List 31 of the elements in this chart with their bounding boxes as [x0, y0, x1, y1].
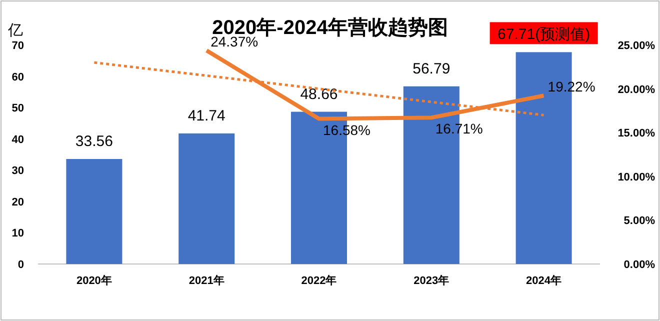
data-label: 56.79 — [412, 60, 450, 78]
y-axis-title: 亿 — [7, 22, 23, 39]
x-tick-label: 2022年 — [301, 274, 337, 287]
data-label: 33.56 — [75, 133, 113, 150]
bar — [178, 133, 235, 264]
x-tick-label: 2023年 — [414, 274, 450, 287]
y2-tick-label: 5.00% — [624, 215, 656, 228]
y-tick-label: 10 — [12, 228, 24, 240]
y2-tick-label: 25.00% — [618, 40, 656, 52]
data-label: 16.71% — [435, 120, 483, 137]
y-tick-label: 40 — [12, 134, 24, 146]
y-tick-label: 50 — [12, 102, 24, 115]
y2-tick-label: 20.00% — [618, 84, 656, 96]
y-tick-label: 70 — [12, 40, 24, 52]
y-tick-label: 30 — [12, 165, 24, 178]
data-label: 24.37% — [210, 34, 258, 50]
data-label: 48.66 — [300, 86, 338, 103]
y2-tick-label: 15.00% — [618, 128, 656, 140]
data-label: 19.22% — [548, 78, 596, 95]
y-tick-label: 20 — [12, 196, 24, 208]
data-label: 41.74 — [188, 107, 226, 124]
bar — [66, 159, 122, 264]
x-tick-label: 2024年 — [526, 274, 562, 287]
data-label: 16.58% — [323, 122, 370, 138]
y2-tick-label: 0.00% — [624, 259, 656, 271]
x-tick-label: 2021年 — [188, 274, 224, 287]
data-label: 67.71(预测值) — [498, 26, 590, 44]
y-tick-label: 0 — [18, 259, 24, 271]
x-tick-label: 2020年 — [76, 274, 112, 287]
y2-tick-label: 10.00% — [618, 171, 656, 184]
y-tick-label: 60 — [12, 71, 24, 84]
